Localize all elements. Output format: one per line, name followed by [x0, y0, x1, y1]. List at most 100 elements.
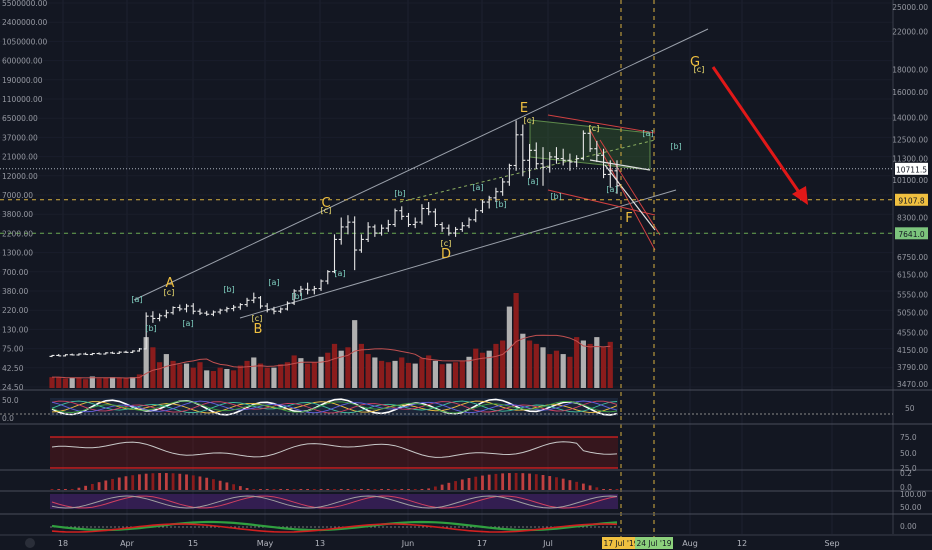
panel-tick: 50.0	[2, 396, 19, 405]
sub-wave-label: [b]	[291, 292, 302, 301]
sub-wave-label: [b]	[495, 200, 506, 209]
volume-bar	[432, 360, 438, 388]
right-axis-tick: 6750.00	[897, 253, 928, 262]
volume-bar	[183, 363, 190, 388]
volume-bar	[520, 333, 526, 388]
time-axis-tick: 12	[737, 539, 747, 548]
ohlc-bar	[540, 147, 546, 186]
left-axis-tick: 3800.00	[2, 210, 33, 219]
sub-wave-label: [a]	[527, 177, 538, 186]
time-axis-tick: Aug	[682, 539, 698, 548]
wave-labels: A B C D E F G [a] [c] [b] [a] [b] [c] [a] [b] [c] [a] [b]…	[131, 55, 704, 337]
left-axis-tick: 21000.00	[2, 153, 38, 162]
macd-bar	[259, 489, 262, 490]
ohlc-bar	[184, 303, 190, 313]
ohlc-bar	[217, 308, 223, 315]
volume-bar	[257, 363, 264, 388]
right-axis-tick: 25000.00	[892, 3, 928, 12]
ohlc-bar	[278, 307, 284, 314]
wave-label-c: C	[321, 196, 330, 211]
right-axis-tick: 10100.00	[892, 176, 928, 185]
left-price-axis: 5500000.00 2400000.00 1050000.00 600000.00 1…	[2, 0, 48, 423]
macd-bar	[407, 489, 410, 490]
macd-bar	[528, 473, 531, 490]
macd-bar	[111, 478, 114, 490]
volume-bar	[143, 337, 149, 388]
volume-bar	[345, 347, 351, 388]
ohlc-bar	[318, 279, 324, 291]
time-axis-tick: Sep	[824, 539, 839, 548]
macd-bar	[218, 480, 222, 490]
ohlc-bar	[459, 222, 465, 232]
ohlc-bar	[311, 285, 317, 295]
panel-right-tick: 0.00	[900, 522, 917, 531]
ohlc-bar	[136, 348, 142, 352]
ohlc-bar	[553, 147, 559, 164]
macd-bar	[306, 489, 309, 490]
sub-wave-label: [b]	[223, 285, 234, 294]
ohlc-bar	[365, 222, 371, 243]
ohlc-bar	[305, 282, 311, 295]
volume-bar	[426, 355, 432, 388]
macd-bar	[487, 474, 491, 490]
sub-wave-label: [a]	[268, 278, 279, 287]
ohlc-bar	[224, 306, 230, 313]
macd-bar	[541, 475, 545, 490]
oscillator-line	[51, 400, 618, 414]
macd-bar	[292, 489, 296, 490]
macd-bar	[77, 487, 81, 490]
ohlc-bar	[533, 142, 539, 170]
volume-bar	[190, 367, 196, 388]
macd-bar	[373, 489, 377, 490]
oscillator-line	[51, 400, 618, 414]
macd-bar	[393, 489, 397, 490]
left-axis-tick: 700.00	[2, 268, 28, 277]
white-projection	[604, 164, 656, 231]
macd-bar	[555, 477, 558, 490]
panel-right-tick: 50	[905, 404, 915, 413]
right-axis-tick: 8300.00	[897, 214, 928, 223]
right-axis-tick: 18000.00	[892, 66, 928, 75]
panel-right-tick: 75.0	[900, 433, 917, 442]
momentum-line	[51, 520, 618, 532]
macd-bar	[548, 476, 552, 490]
dashed-trend	[399, 139, 656, 203]
panel-right-tick: 50.0	[900, 449, 917, 458]
macd-bar	[90, 483, 94, 490]
ohlc-bar	[62, 354, 68, 357]
volume-bar	[405, 362, 412, 388]
ohlc-bar	[69, 353, 75, 356]
red-channel-bottom	[547, 189, 656, 216]
ohlc-bar	[500, 178, 506, 196]
ohlc-bar	[271, 306, 277, 315]
macd-bar	[178, 473, 182, 490]
macd-bar	[420, 489, 424, 490]
ohlc-bar	[594, 140, 600, 163]
volume-bar	[325, 352, 331, 388]
volume-bar	[513, 293, 519, 388]
macd-bar	[312, 489, 316, 490]
volume-bar	[459, 360, 465, 388]
ohlc-bar	[419, 204, 425, 225]
time-axis[interactable]: 18 Apr 15 May 13 Jun 17 Jul Aug 12 Sep 17 Jul '1924…	[0, 534, 932, 549]
macd-bar	[319, 489, 323, 490]
volume-bar	[251, 357, 257, 388]
ohlc-bar	[76, 353, 82, 356]
volume-bar	[473, 348, 479, 388]
ohlc-bar	[103, 352, 109, 355]
right-price-axis[interactable]: 25000.00 22000.00 18000.00 16000.00 14000.00…	[892, 3, 928, 531]
left-axis-tick: 1050000.00	[2, 37, 48, 46]
price-tag	[895, 162, 928, 175]
macd-bar	[433, 486, 437, 490]
ohlc-bar	[56, 354, 62, 357]
volume-bar	[540, 347, 546, 388]
volume-bar	[553, 350, 560, 388]
left-axis-tick: 110000.00	[2, 95, 43, 104]
rsi-line	[51, 441, 618, 458]
volume-bar	[574, 337, 580, 388]
volume-bar	[547, 354, 553, 388]
volume-bar	[103, 377, 109, 388]
macd-bar	[575, 481, 579, 490]
ohlc-bar	[379, 224, 385, 236]
